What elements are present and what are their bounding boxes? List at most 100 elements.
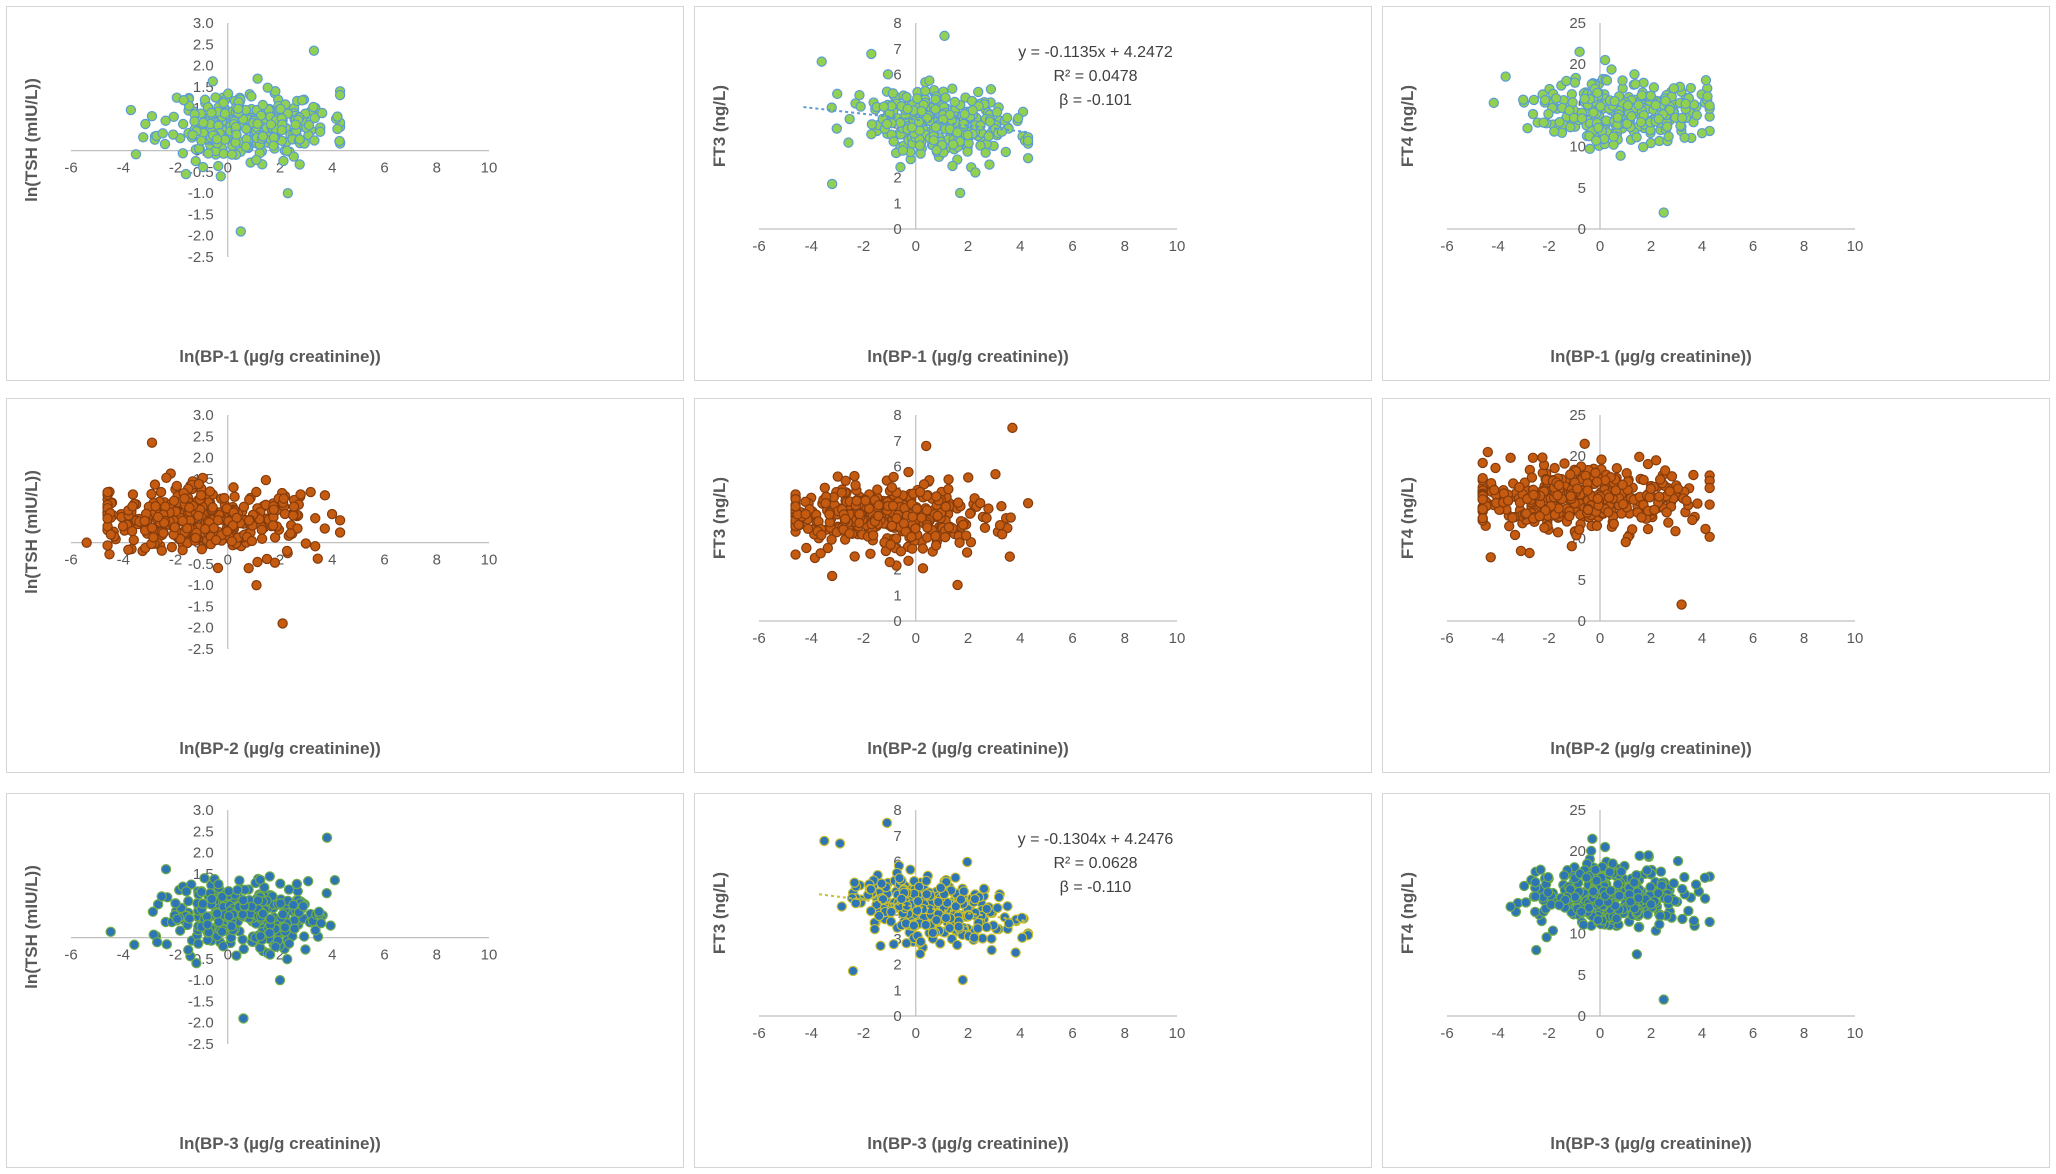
- scatter-points: [790, 422, 1034, 591]
- data-point: [300, 538, 312, 549]
- data-point: [105, 529, 117, 540]
- data-point: [993, 891, 1005, 903]
- data-point: [984, 159, 995, 170]
- data-point: [1626, 110, 1637, 122]
- data-point: [1552, 527, 1564, 538]
- x-tick-label: -6: [64, 160, 77, 177]
- y-tick-label: -1.0: [188, 185, 214, 202]
- data-point: [849, 470, 860, 482]
- data-point: [898, 518, 910, 529]
- data-point: [888, 939, 899, 950]
- data-point: [316, 107, 328, 119]
- data-point: [139, 515, 150, 527]
- x-tick-label: 8: [1121, 630, 1129, 647]
- data-point: [1604, 866, 1616, 878]
- trendline-annotation: R² = 0.0478: [1053, 68, 1137, 85]
- data-point: [240, 123, 252, 135]
- data-point: [896, 893, 907, 905]
- data-point: [1636, 512, 1647, 523]
- data-point: [193, 938, 204, 949]
- data-point: [211, 133, 223, 145]
- data-point: [321, 832, 333, 843]
- data-point: [869, 923, 880, 935]
- data-point: [265, 119, 277, 130]
- y-tick-label: 6: [893, 67, 901, 84]
- x-tick-label: 4: [1698, 238, 1706, 255]
- x-axis-title: ln(BP-1 (µg/g creatinine)): [1550, 347, 1752, 366]
- data-point: [237, 909, 248, 920]
- data-point: [168, 111, 179, 122]
- data-point: [283, 884, 295, 895]
- y-tick-label: 0: [893, 221, 901, 238]
- data-point: [149, 479, 161, 490]
- data-point: [986, 933, 997, 944]
- data-point: [281, 545, 293, 557]
- y-tick-label: 0: [1578, 613, 1586, 630]
- data-point: [1645, 899, 1657, 910]
- data-point: [1530, 876, 1541, 888]
- x-tick-label: -4: [805, 238, 818, 255]
- data-point: [1559, 458, 1570, 469]
- x-tick-label: -4: [117, 947, 130, 964]
- data-point: [903, 466, 914, 478]
- data-point: [834, 838, 846, 849]
- trendline-annotation: R² = 0.0628: [1053, 855, 1137, 872]
- scatter-points: [1488, 46, 1715, 218]
- data-point: [819, 835, 830, 847]
- x-tick-label: 0: [224, 552, 232, 569]
- data-point: [1537, 452, 1548, 463]
- data-point: [1641, 865, 1653, 876]
- data-point: [1561, 75, 1572, 87]
- data-point: [1699, 893, 1711, 904]
- data-point: [884, 556, 895, 568]
- x-tick-label: 0: [912, 238, 920, 255]
- data-point: [267, 520, 279, 531]
- data-point: [1622, 100, 1634, 111]
- y-tick-label: 7: [893, 828, 901, 845]
- data-point: [138, 132, 149, 143]
- data-point: [1681, 495, 1692, 506]
- data-point: [962, 146, 973, 157]
- y-tick-label: 20: [1569, 843, 1586, 860]
- data-point: [887, 500, 899, 512]
- x-tick-label: -4: [805, 1025, 818, 1042]
- data-point: [1591, 476, 1603, 487]
- data-point: [218, 97, 229, 108]
- data-point: [1519, 880, 1530, 892]
- data-point: [232, 103, 244, 115]
- data-point: [865, 884, 877, 895]
- data-point: [836, 487, 848, 498]
- x-axis-title: ln(BP-3 (µg/g creatinine)): [867, 1134, 1069, 1153]
- data-point: [947, 160, 958, 172]
- data-point: [872, 484, 883, 495]
- data-point: [1662, 893, 1674, 905]
- data-point: [930, 122, 942, 133]
- data-point: [1520, 897, 1532, 908]
- data-point: [1608, 131, 1619, 142]
- scatter-panel-bp3-ft3: -6-4-20246810012345678ln(BP-3 (µg/g crea…: [694, 793, 1372, 1168]
- x-tick-label: 2: [1647, 1025, 1655, 1042]
- data-point: [1574, 524, 1585, 535]
- data-point: [1677, 883, 1688, 895]
- data-point: [881, 118, 893, 130]
- data-point: [1664, 486, 1675, 497]
- data-point: [298, 931, 310, 942]
- data-point: [962, 856, 973, 868]
- x-tick-label: 10: [1847, 238, 1864, 255]
- y-axis-title: FT4 (ng/L): [1398, 477, 1417, 559]
- data-point: [996, 126, 1008, 137]
- data-point: [952, 579, 963, 591]
- data-point: [1691, 110, 1702, 121]
- data-point: [1653, 491, 1665, 502]
- data-point: [855, 101, 866, 112]
- data-point: [972, 923, 984, 934]
- x-tick-label: -2: [169, 552, 182, 569]
- data-point: [940, 531, 951, 543]
- x-tick-label: -6: [64, 552, 77, 569]
- data-point: [1541, 932, 1552, 943]
- data-point: [922, 522, 933, 533]
- data-point: [917, 563, 929, 574]
- data-point: [790, 549, 801, 560]
- data-point: [1022, 135, 1034, 147]
- data-point: [171, 913, 183, 925]
